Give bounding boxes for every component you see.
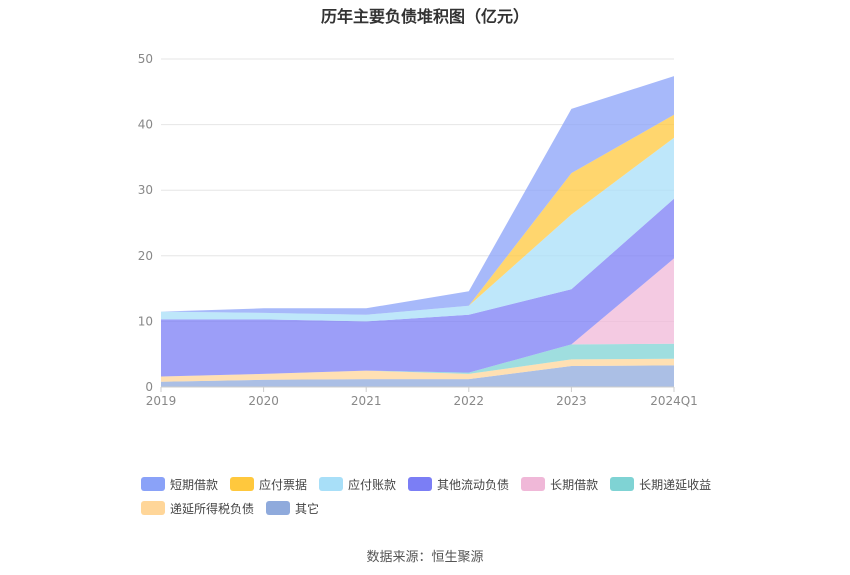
legend-swatch	[610, 477, 635, 491]
x-tick-label: 2023	[556, 394, 587, 408]
area-series-0	[161, 365, 674, 387]
legend-swatch	[141, 501, 165, 515]
legend-item[interactable]: 长期递延收益	[610, 476, 711, 493]
legend-row: 短期借款 应付票据 应付账款 其他流动负债 长期借款 长期递延收益	[141, 472, 741, 496]
legend-swatch	[266, 501, 291, 515]
legend-item[interactable]: 递延所得税负债	[141, 500, 254, 517]
x-tick-label: 2019	[146, 394, 177, 408]
legend-label: 递延所得税负债	[170, 501, 255, 516]
chart-title: 历年主要负债堆积图（亿元）	[320, 7, 529, 26]
legend-swatch	[319, 477, 344, 491]
legend-swatch	[141, 477, 165, 491]
y-tick-label: 50	[138, 52, 153, 66]
area-series-4	[161, 198, 674, 377]
legend-label: 长期递延收益	[639, 477, 712, 492]
y-tick-label: 20	[138, 249, 153, 263]
source-label: 数据来源：恒生聚源	[366, 550, 484, 565]
legend: 短期借款 应付票据 应付账款 其他流动负债 长期借款 长期递延收益递延所得税负债 其它	[141, 472, 741, 520]
legend-label: 短期借款	[170, 477, 219, 492]
legend-item[interactable]: 长期借款	[521, 476, 598, 493]
area-series-1	[161, 358, 674, 382]
legend-item[interactable]: 其他流动负债	[408, 476, 509, 493]
y-tick-label: 0	[145, 380, 153, 394]
legend-item[interactable]: 短期借款	[141, 476, 218, 493]
x-tick-label: 2024Q1	[650, 394, 698, 408]
legend-label: 应付账款	[348, 477, 397, 492]
axes: 0 10 20 30 40 50 2019 2020 2021 2022 2023 2024Q1	[138, 52, 698, 408]
legend-label: 长期借款	[550, 477, 599, 492]
area-series-2	[161, 343, 674, 377]
x-tick-label: 2020	[248, 394, 279, 408]
legend-label: 其他流动负债	[437, 477, 510, 492]
x-tick-label: 2022	[454, 394, 485, 408]
legend-item[interactable]: 应付账款	[319, 476, 396, 493]
legend-label: 应付票据	[259, 477, 308, 492]
legend-row: 递延所得税负债 其它	[141, 496, 741, 520]
x-tick-label: 2021	[351, 394, 382, 408]
legend-swatch	[521, 477, 546, 491]
area-series-7	[161, 76, 674, 315]
legend-swatch	[230, 477, 255, 491]
y-tick-label: 30	[138, 183, 153, 197]
y-tick-label: 40	[138, 118, 153, 132]
legend-item[interactable]: 其它	[266, 500, 319, 517]
area-series-5	[161, 137, 674, 322]
legend-label: 其它	[295, 501, 320, 516]
legend-swatch	[408, 477, 433, 491]
legend-item[interactable]: 应付票据	[230, 476, 307, 493]
y-tick-label: 10	[138, 314, 153, 328]
area-series-layer	[161, 76, 674, 387]
